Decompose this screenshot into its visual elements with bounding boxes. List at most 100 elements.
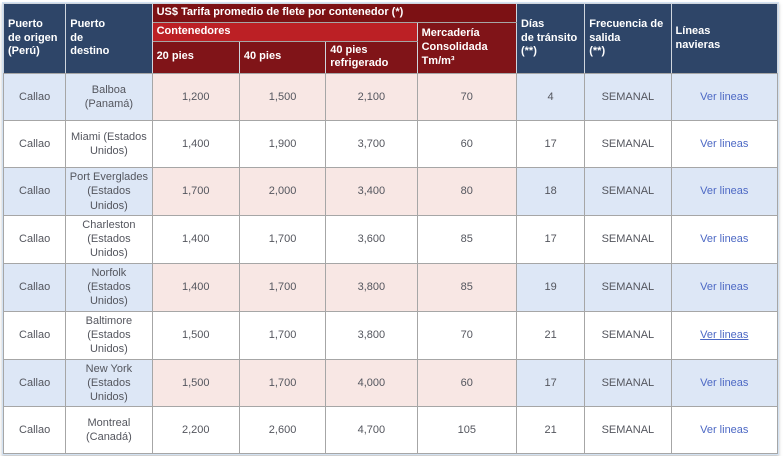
header-containers-group: Contenedores <box>151 21 418 42</box>
lines-cell: Ver lineas <box>670 310 779 360</box>
origin-cell: Callao <box>2 262 67 312</box>
destination-cell: Miami (Estados Unidos) <box>65 120 153 168</box>
origin-cell: Callao <box>2 406 67 455</box>
frequency-cell: SEMANAL <box>584 358 672 408</box>
transit-days-cell: 17 <box>515 120 586 168</box>
rate-20ft-cell: 1,400 <box>151 120 240 168</box>
frequency-cell: SEMANAL <box>584 406 672 455</box>
ver-lineas-link[interactable]: Ver lineas <box>700 328 749 341</box>
table-row: Callao Port Everglades (Estados Unidos) 1,… <box>2 167 779 216</box>
header-20ft: 20 pies <box>151 40 240 74</box>
ver-lineas-link[interactable]: Ver lineas <box>700 233 749 246</box>
rate-40ft-cell: 1,700 <box>238 262 327 312</box>
rate-40ft-cell: 2,000 <box>238 167 327 216</box>
header-40ft: 40 pies <box>238 40 327 74</box>
table-row: Callao Baltimore (Estados Unidos) 1,500 1,7… <box>2 310 779 360</box>
rate-40ft-reefer-cell: 4,000 <box>325 358 418 408</box>
ver-lineas-link[interactable]: Ver lineas <box>700 90 749 103</box>
origin-cell: Callao <box>2 358 67 408</box>
frequency-cell: SEMANAL <box>584 262 672 312</box>
lines-cell: Ver lineas <box>670 406 779 455</box>
rate-40ft-cell: 2,600 <box>238 406 327 455</box>
table-row: Callao Montreal (Canadá) 2,200 2,600 4,700 10… <box>2 406 779 455</box>
rate-20ft-cell: 1,400 <box>151 214 240 264</box>
rate-20ft-cell: 1,500 <box>151 310 240 360</box>
lines-cell: Ver lineas <box>670 120 779 168</box>
table-row: Callao Balboa (Panamá) 1,200 1,500 2,100 70 4 S… <box>2 73 779 121</box>
origin-cell: Callao <box>2 214 67 264</box>
rate-40ft-cell: 1,500 <box>238 73 327 121</box>
ver-lineas-link[interactable]: Ver lineas <box>700 424 749 437</box>
consolidated-cargo-cell: 85 <box>416 214 517 264</box>
table-row: Callao Norfolk (Estados Unidos) 1,400 1,700… <box>2 262 779 312</box>
header-40ft-reefer: 40 pies refrigerado <box>325 40 418 74</box>
lines-cell: Ver lineas <box>670 167 779 216</box>
consolidated-cargo-cell: 70 <box>416 310 517 360</box>
freight-rates-table: Puerto de origen (Perú) Puerto de destin… <box>2 3 779 455</box>
ver-lineas-link[interactable]: Ver lineas <box>700 281 749 294</box>
transit-days-cell: 4 <box>515 73 586 121</box>
consolidated-cargo-cell: 60 <box>416 120 517 168</box>
consolidated-cargo-cell: 105 <box>416 406 517 455</box>
header-destination: Puerto de destino <box>65 3 153 74</box>
frequency-cell: SEMANAL <box>584 310 672 360</box>
rate-40ft-cell: 1,700 <box>238 310 327 360</box>
rate-40ft-cell: 1,700 <box>238 358 327 408</box>
rate-40ft-reefer-cell: 3,700 <box>325 120 418 168</box>
frequency-cell: SEMANAL <box>584 214 672 264</box>
frequency-cell: SEMANAL <box>584 73 672 121</box>
frequency-cell: SEMANAL <box>584 120 672 168</box>
rate-20ft-cell: 2,200 <box>151 406 240 455</box>
header-origin: Puerto de origen (Perú) <box>2 3 67 74</box>
transit-days-cell: 17 <box>515 214 586 264</box>
consolidated-cargo-cell: 85 <box>416 262 517 312</box>
rate-40ft-reefer-cell: 3,800 <box>325 310 418 360</box>
header-consolidated-cargo: Mercadería Consolidada Tm/m³ <box>416 21 517 75</box>
origin-cell: Callao <box>2 120 67 168</box>
destination-cell: Port Everglades (Estados Unidos) <box>65 167 153 216</box>
consolidated-cargo-cell: 80 <box>416 167 517 216</box>
rate-40ft-reefer-cell: 3,600 <box>325 214 418 264</box>
destination-cell: Balboa (Panamá) <box>65 73 153 121</box>
rate-40ft-reefer-cell: 4,700 <box>325 406 418 455</box>
rate-20ft-cell: 1,200 <box>151 73 240 121</box>
table-header: Puerto de origen (Perú) Puerto de destin… <box>2 3 779 75</box>
transit-days-cell: 18 <box>515 167 586 216</box>
header-shipping-lines: Líneas navieras <box>670 3 779 74</box>
transit-days-cell: 17 <box>515 358 586 408</box>
table-row: Callao Charleston (Estados Unidos) 1,400 1,… <box>2 214 779 264</box>
transit-days-cell: 21 <box>515 406 586 455</box>
ver-lineas-link[interactable]: Ver lineas <box>700 376 749 389</box>
destination-cell: Baltimore (Estados Unidos) <box>65 310 153 360</box>
transit-days-cell: 19 <box>515 262 586 312</box>
header-transit-days: Días de tránsito (**) <box>515 3 586 74</box>
table-row: Callao Miami (Estados Unidos) 1,400 1,900 3,… <box>2 120 779 168</box>
table-body: Callao Balboa (Panamá) 1,200 1,500 2,100 70 4 S… <box>2 73 779 455</box>
origin-cell: Callao <box>2 167 67 216</box>
rate-20ft-cell: 1,500 <box>151 358 240 408</box>
consolidated-cargo-cell: 70 <box>416 73 517 121</box>
ver-lineas-link[interactable]: Ver lineas <box>700 185 749 198</box>
destination-cell: Montreal (Canadá) <box>65 406 153 455</box>
destination-cell: Charleston (Estados Unidos) <box>65 214 153 264</box>
rate-40ft-reefer-cell: 3,800 <box>325 262 418 312</box>
rate-40ft-cell: 1,900 <box>238 120 327 168</box>
lines-cell: Ver lineas <box>670 262 779 312</box>
lines-cell: Ver lineas <box>670 214 779 264</box>
rate-40ft-reefer-cell: 2,100 <box>325 73 418 121</box>
origin-cell: Callao <box>2 73 67 121</box>
destination-cell: New York (Estados Unidos) <box>65 358 153 408</box>
ver-lineas-link[interactable]: Ver lineas <box>700 137 749 150</box>
consolidated-cargo-cell: 60 <box>416 358 517 408</box>
header-frequency: Frecuencia de salida (**) <box>584 3 672 74</box>
table-row: Callao New York (Estados Unidos) 1,500 1,70… <box>2 358 779 408</box>
transit-days-cell: 21 <box>515 310 586 360</box>
rate-40ft-cell: 1,700 <box>238 214 327 264</box>
rate-40ft-reefer-cell: 3,400 <box>325 167 418 216</box>
lines-cell: Ver lineas <box>670 358 779 408</box>
origin-cell: Callao <box>2 310 67 360</box>
rate-20ft-cell: 1,700 <box>151 167 240 216</box>
frequency-cell: SEMANAL <box>584 167 672 216</box>
